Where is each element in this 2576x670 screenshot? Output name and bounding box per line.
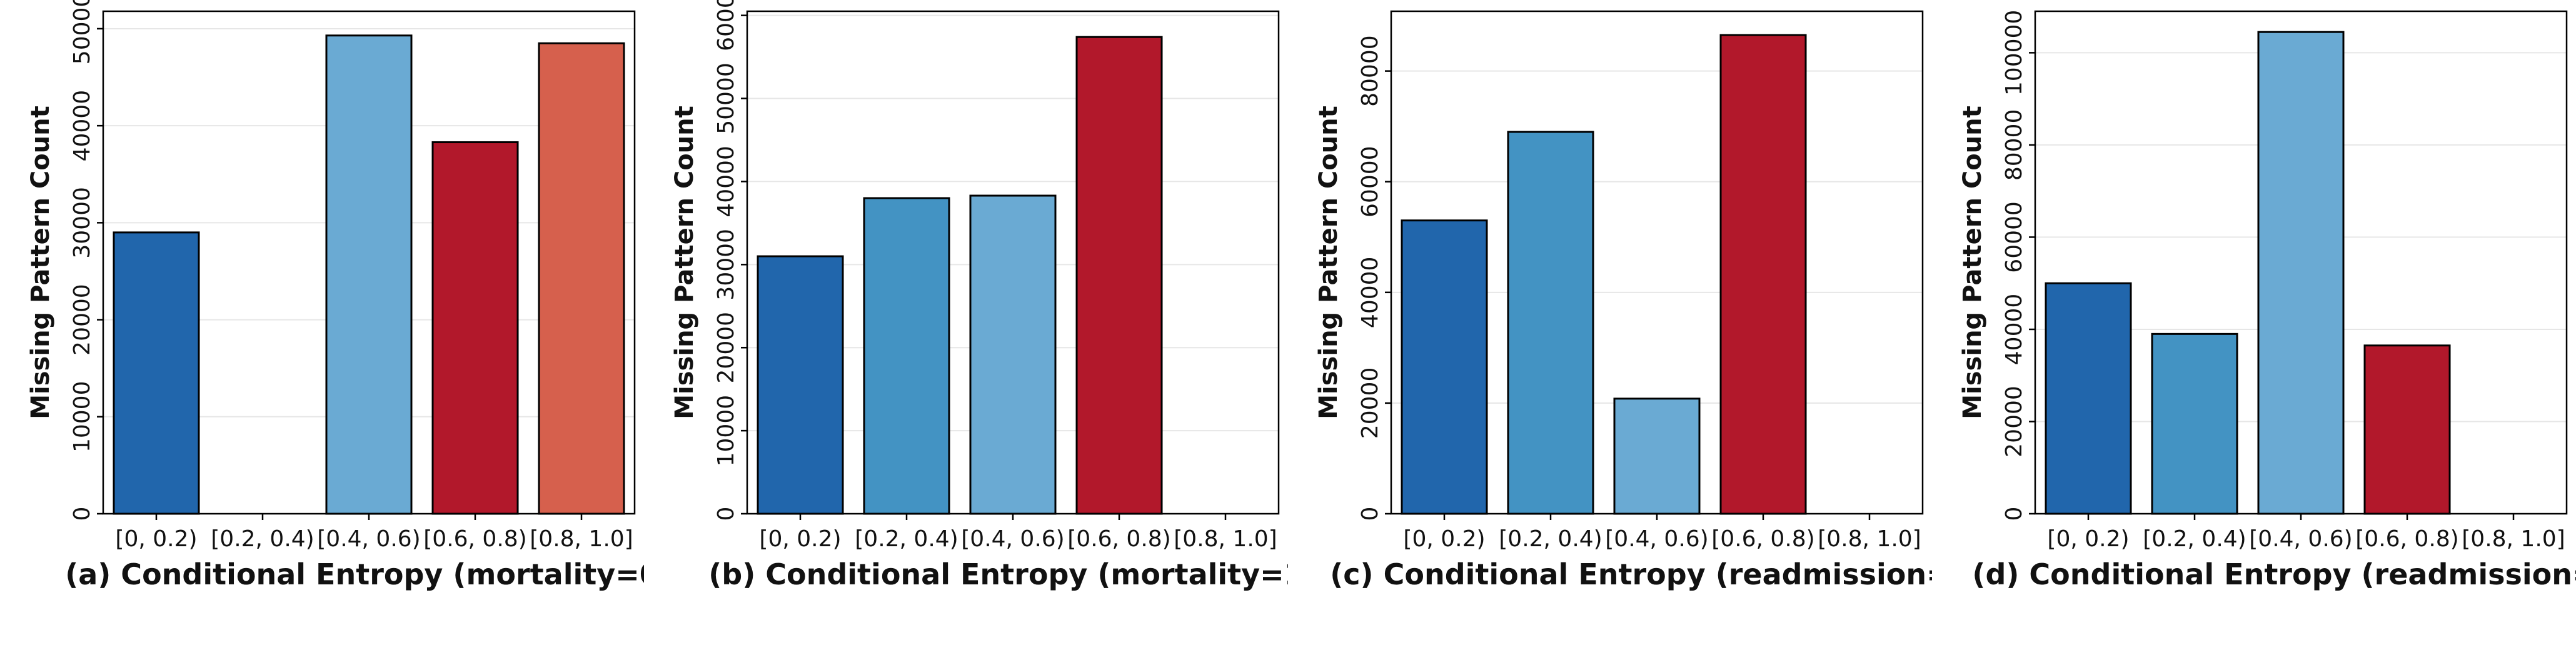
chart-caption: (b) Conditional Entropy (mortality=1) [708, 558, 1288, 591]
x-tick-label: [0.4, 0.6) [1605, 526, 1708, 552]
y-axis-label: Missing Pattern Count [26, 106, 55, 419]
chart-svg: 0 10000 20000 30000 40000 50000 [0, 0.2) [0.2, … [26, 0, 644, 591]
bar-4 [1719, 34, 1807, 515]
y-tick-label: 80000 [2001, 109, 2027, 181]
chart-panel-c: 0 20000 40000 60000 80000 [0, 0.2) [0.2, 0.4)[… [1288, 0, 1932, 670]
y-tick-label: 60000 [2001, 201, 2027, 273]
x-tick-label: [0, 0.2) [759, 526, 841, 552]
y-tick-label: 100000 [2001, 10, 2027, 96]
x-tick-label: [0.2, 0.4) [211, 526, 314, 552]
y-tick-label: 40000 [69, 90, 95, 162]
y-tick-label: 20000 [713, 312, 739, 384]
bar-1 [2045, 282, 2132, 515]
y-tick-label: 40000 [1357, 257, 1383, 329]
y-tick-label: 0 [2001, 507, 2027, 521]
y-tick-label: 50000 [713, 62, 739, 134]
y-tick-label: 50000 [69, 0, 95, 64]
bar-3 [1613, 398, 1701, 515]
bar-3 [969, 194, 1057, 515]
chart-svg: 0 10000 20000 30000 40000 50000 60000 [0, 0.2) [… [670, 0, 1288, 591]
x-tick-label: [0.4, 0.6) [961, 526, 1064, 552]
bar-1 [113, 231, 200, 515]
bar-3 [2257, 31, 2345, 515]
x-tick-label: [0.8, 1.0] [530, 526, 633, 552]
y-tick-label: 60000 [713, 0, 739, 51]
x-tick-label: [0.2, 0.4) [2143, 526, 2246, 552]
chart-caption: (c) Conditional Entropy (readmission=0) [1330, 558, 1932, 591]
y-tick-label: 30000 [69, 187, 95, 259]
x-tick-label: [0.6, 0.8) [2355, 526, 2458, 552]
y-axis-label: Missing Pattern Count [1314, 106, 1343, 419]
y-tick-label: 30000 [713, 229, 739, 301]
bar-4 [431, 141, 519, 515]
bar-1 [757, 255, 844, 515]
y-tick-label: 20000 [1357, 368, 1383, 439]
x-tick-label: [0.8, 1.0] [1174, 526, 1277, 552]
x-tick-label: [0.6, 0.8) [1067, 526, 1170, 552]
x-tick-label: [0.2, 0.4) [855, 526, 958, 552]
chart-caption: (a) Conditional Entropy (mortality=0) [65, 558, 644, 591]
x-tick-label: [0, 0.2) [2047, 526, 2129, 552]
chart-panel-a: 0 10000 20000 30000 40000 50000 [0, 0.2) [0.2, … [0, 0, 644, 670]
x-tick-label: [0.6, 0.8) [1711, 526, 1814, 552]
bar-5 [538, 42, 625, 515]
y-tick-label: 0 [1357, 507, 1383, 521]
x-tick-label: [0.8, 1.0] [1818, 526, 1921, 552]
y-tick-label: 0 [69, 507, 95, 521]
x-tick-label: [0.6, 0.8) [423, 526, 526, 552]
bar-4 [2363, 344, 2451, 515]
x-tick-label: [0.2, 0.4) [1499, 526, 1602, 552]
x-tick-label: [0.4, 0.6) [317, 526, 420, 552]
y-tick-label: 0 [713, 507, 739, 521]
y-axis-label: Missing Pattern Count [670, 106, 699, 419]
x-tick-label: [0.8, 1.0] [2462, 526, 2565, 552]
y-tick-label: 60000 [1357, 146, 1383, 218]
y-tick-label: 10000 [713, 395, 739, 467]
bar-2 [2151, 332, 2238, 515]
chart-svg: 0 20000 40000 60000 80000 100000 [0, 0.2) [0.2,… [1958, 10, 2576, 591]
y-tick-label: 40000 [2001, 294, 2027, 366]
y-tick-label: 20000 [69, 284, 95, 356]
x-tick-label: [0, 0.2) [115, 526, 197, 552]
y-tick-label: 10000 [69, 381, 95, 453]
bar-3 [325, 34, 413, 515]
chart-caption: (d) Conditional Entropy (readmission=1) [1972, 558, 2576, 591]
chart-panel-b: 0 10000 20000 30000 40000 50000 60000 [0, 0.2) [… [644, 0, 1288, 670]
y-tick-label: 20000 [2001, 386, 2027, 458]
y-axis-label: Missing Pattern Count [1958, 106, 1987, 419]
y-tick-label: 80000 [1357, 35, 1383, 107]
bar-2 [863, 197, 950, 515]
bar-1 [1401, 219, 1488, 515]
bar-4 [1075, 36, 1163, 515]
x-tick-label: [0.4, 0.6) [2249, 526, 2352, 552]
x-tick-label: [0, 0.2) [1403, 526, 1485, 552]
chart-panel-d: 0 20000 40000 60000 80000 100000 [0, 0.2) [0.2,… [1932, 0, 2576, 670]
bar-2 [1507, 131, 1594, 515]
y-tick-label: 40000 [713, 146, 739, 218]
